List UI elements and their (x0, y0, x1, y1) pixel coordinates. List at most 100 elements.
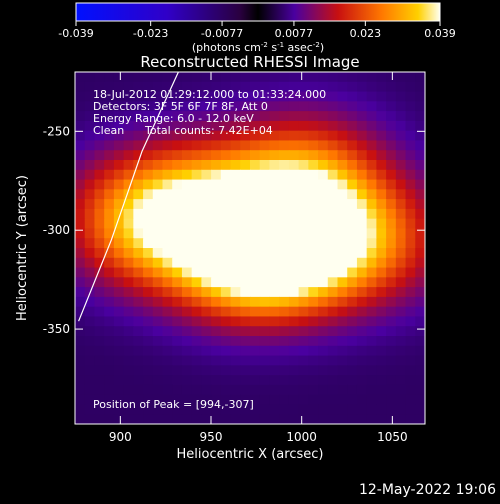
heatmap-cell (172, 81, 183, 93)
heatmap-cell (201, 296, 212, 308)
heatmap-cell (211, 130, 222, 142)
heatmap-cell (356, 326, 368, 337)
heatmap-cell (230, 199, 241, 210)
heatmap-cell (405, 179, 416, 190)
heatmap-cell (201, 384, 212, 396)
heatmap-cell (366, 306, 377, 318)
heatmap-cell (405, 355, 416, 366)
heatmap-cell (152, 306, 164, 318)
heatmap-cell (191, 404, 202, 415)
heatmap-cell (94, 248, 105, 259)
heatmap-cell (259, 101, 271, 112)
heatmap-cell (123, 277, 134, 288)
heatmap-cell (113, 101, 125, 112)
heatmap-cell (162, 277, 173, 288)
heatmap-cell (104, 365, 115, 376)
heatmap-cell (366, 189, 377, 200)
heatmap-cell (376, 130, 387, 142)
heatmap-cell (104, 404, 115, 415)
heatmap-cell (269, 101, 280, 112)
heatmap-cell (230, 384, 241, 396)
heatmap-cell (376, 160, 387, 171)
heatmap-cell (250, 355, 261, 366)
heatmap-cell (298, 404, 309, 415)
heatmap-cell (123, 208, 134, 220)
heatmap-cell (230, 208, 241, 220)
heatmap-cell (298, 199, 309, 210)
heatmap-cell (318, 218, 329, 230)
heatmap-cell (191, 91, 202, 102)
heatmap-cell (405, 316, 416, 327)
heatmap-cell (376, 414, 387, 424)
heatmap-cell (327, 111, 339, 122)
heatmap-cell (230, 365, 241, 376)
heatmap-cell (75, 140, 86, 151)
heatmap-cell (240, 130, 251, 142)
heatmap-cell (94, 296, 105, 308)
heatmap-cell (327, 218, 339, 230)
heatmap-cell (308, 140, 319, 151)
heatmap-cell (172, 208, 183, 220)
heatmap-cell (123, 189, 134, 200)
heatmap-cell (172, 218, 183, 230)
heatmap-cell (259, 160, 271, 171)
heatmap-cell (143, 355, 154, 366)
heatmap-cell (288, 345, 300, 357)
heatmap-cell (347, 296, 358, 308)
heatmap-cell (376, 257, 387, 269)
heatmap-cell (201, 336, 212, 347)
heatmap-cell (395, 140, 407, 151)
heatmap-cell (298, 355, 309, 366)
heatmap-cell (308, 414, 319, 424)
heatmap-cell (366, 355, 377, 366)
heatmap-cell (415, 384, 425, 396)
heatmap-cell (347, 111, 358, 122)
heatmap-cell (230, 326, 241, 337)
solar-limb-line (78, 72, 179, 322)
heatmap-cell (94, 326, 105, 337)
heatmap-cell (259, 120, 271, 132)
heatmap-cell (259, 287, 271, 298)
heatmap-cell (395, 345, 407, 357)
heatmap-cell (162, 257, 173, 269)
heatmap-cell (240, 150, 251, 161)
heatmap-cell (337, 228, 348, 239)
heatmap-cell (104, 72, 115, 83)
heatmap-cell (123, 101, 134, 112)
heatmap-cell (220, 306, 232, 318)
heatmap-cell (133, 384, 144, 396)
heatmap-cell (288, 394, 300, 406)
heatmap-cell (356, 199, 368, 210)
heatmap-cell (220, 169, 232, 181)
heatmap-cell (201, 208, 212, 220)
heatmap-cell (75, 248, 86, 259)
heatmap-cell (123, 384, 134, 396)
heatmap-cell (386, 169, 397, 181)
heatmap-cell (405, 345, 416, 357)
heatmap-cell (191, 267, 202, 278)
heatmap-cell (104, 169, 115, 181)
heatmap-cell (250, 179, 261, 190)
heatmap-cell (356, 140, 368, 151)
heatmap-cell (395, 394, 407, 406)
heatmap-cell (240, 72, 251, 83)
heatmap-cell (220, 375, 232, 386)
heatmap-cell (308, 355, 319, 366)
x-tick-label: 950 (200, 430, 223, 444)
heatmap-cell (94, 91, 105, 102)
heatmap-cell (386, 277, 397, 288)
heatmap-cell (356, 160, 368, 171)
heatmap-cell (162, 248, 173, 259)
heatmap-cell (84, 414, 96, 424)
heatmap-cell (162, 189, 173, 200)
heatmap-cell (113, 336, 125, 347)
heatmap-cell (230, 414, 241, 424)
heatmap-cell (366, 296, 377, 308)
heatmap-cell (250, 91, 261, 102)
heatmap-cell (172, 296, 183, 308)
heatmap-cell (152, 355, 164, 366)
heatmap-cell (162, 238, 173, 249)
heatmap-cell (269, 277, 280, 288)
heatmap-cell (113, 257, 125, 269)
heatmap-cell (143, 394, 154, 406)
